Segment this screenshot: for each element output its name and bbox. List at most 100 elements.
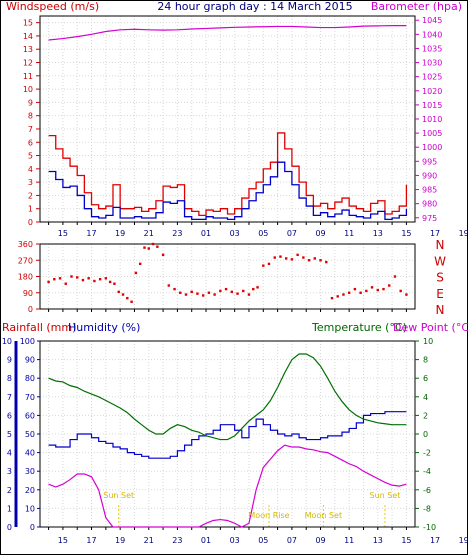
temperature-tick-label: 10	[423, 337, 433, 346]
humidity-tick-label: 90	[25, 356, 35, 365]
humidity-tick-label: 0	[30, 523, 35, 532]
time-tick-label: 05	[258, 536, 268, 545]
direction-point	[76, 276, 79, 279]
direction-point	[167, 284, 171, 287]
humidity-tick-label: 80	[25, 374, 35, 383]
direction-point	[219, 289, 222, 293]
direction-point	[98, 278, 102, 281]
direction-point	[307, 259, 311, 262]
temperature-tick-label: -6	[423, 486, 431, 495]
temperature-tick-label: 8	[423, 356, 428, 365]
compass-label: S	[436, 271, 444, 285]
direction-point	[252, 287, 255, 291]
series-line-humidity	[48, 411, 407, 459]
barometer-tick-label: 990	[422, 171, 437, 180]
time-tick-label: 03	[230, 229, 240, 238]
wind-tick-label: 6	[28, 138, 33, 147]
series-line-wind-speed	[48, 161, 408, 220]
rainfall-tick-label: 1	[7, 504, 12, 513]
direction-point	[256, 286, 259, 289]
direction-point	[156, 245, 159, 248]
event-label: Moon Rise	[248, 511, 289, 520]
humidity-tick-label: 60	[25, 411, 35, 420]
direction-point	[201, 294, 205, 297]
direction-point	[279, 255, 282, 258]
event-label: Moon Set	[305, 511, 342, 520]
time-tick-label: 13	[373, 229, 383, 238]
wind-tick-label: 13	[23, 45, 33, 54]
direction-point	[370, 286, 374, 289]
barometer-tick-label: 1030	[422, 59, 442, 68]
time-tick-label: 07	[287, 229, 297, 238]
direction-point	[196, 292, 199, 295]
direction-point	[108, 280, 112, 284]
wind-tick-label: 4	[28, 165, 33, 174]
direction-point	[117, 290, 120, 294]
temperature-tick-label: -2	[423, 449, 431, 458]
direction-point	[64, 282, 67, 285]
wind-tick-label: 9	[28, 98, 33, 107]
wind-tick-label: 7	[28, 125, 33, 134]
direction-point	[161, 253, 165, 257]
barometer-tick-label: 1020	[422, 87, 442, 96]
time-tick-label: 15	[401, 229, 411, 238]
barometer-tick-label: 1000	[422, 143, 442, 152]
barometer-tick-label: 1045	[422, 16, 442, 25]
wind-tick-label: 5	[28, 152, 33, 161]
time-tick-label: 01	[201, 536, 211, 545]
direction-point	[138, 262, 142, 266]
time-tick-label: 07	[287, 536, 297, 545]
direction-point	[213, 293, 216, 296]
direction-tick-label: 90	[23, 289, 33, 298]
direction-point	[399, 289, 402, 293]
direction-point	[376, 288, 379, 292]
time-tick-label: 11	[344, 229, 354, 238]
barometer-tick-label: 975	[422, 214, 437, 223]
direction-point	[388, 284, 391, 287]
event-label: Sun Set	[103, 491, 134, 500]
direction-tick-label: 180	[18, 273, 33, 282]
wind-tick-label: 0	[28, 218, 33, 227]
direction-point	[342, 293, 345, 296]
time-tick-label: 09	[315, 536, 325, 545]
humidity-label: Humidity (%)	[68, 321, 140, 334]
direction-point	[319, 259, 322, 262]
direction-point	[58, 277, 62, 280]
temperature-tick-label: -4	[423, 467, 431, 476]
humidity-tick-label: 40	[25, 449, 35, 458]
time-tick-label: 17	[430, 229, 440, 238]
rainfall-tick-label: 7	[7, 393, 12, 402]
direction-point	[70, 275, 73, 278]
time-tick-label: 15	[58, 229, 68, 238]
compass-label: N	[436, 303, 445, 317]
direction-point	[113, 282, 116, 285]
humidity-tick-label: 30	[25, 467, 35, 476]
direction-tick-label: 0	[28, 305, 33, 314]
time-tick-label: 11	[344, 536, 354, 545]
direction-point	[336, 295, 339, 298]
compass-label: N	[436, 238, 445, 252]
rainfall-tick-label: 2	[7, 486, 12, 495]
barometer-tick-label: 985	[422, 186, 437, 195]
temperature-tick-label: 6	[423, 374, 428, 383]
barometer-tick-label: 1035	[422, 44, 442, 53]
direction-point	[104, 277, 108, 280]
direction-point	[130, 300, 133, 303]
temperature-label: Temperature (°C)	[311, 321, 407, 334]
series-line-barometer	[48, 24, 407, 41]
time-tick-label: 21	[144, 229, 154, 238]
time-tick-label: 01	[201, 229, 211, 238]
direction-point	[330, 296, 334, 300]
direction-tick-label: 270	[18, 256, 33, 265]
temperature-tick-label: -10	[423, 523, 436, 532]
time-tick-label: 19	[115, 229, 125, 238]
wind-tick-label: 3	[28, 178, 33, 187]
direction-point	[247, 293, 251, 296]
direction-point	[302, 256, 305, 259]
direction-point	[190, 290, 193, 294]
direction-point	[134, 271, 138, 275]
direction-point	[313, 257, 317, 260]
right-axis-title: Barometer (hpa)	[371, 0, 462, 13]
humidity-tick-label: 70	[25, 393, 35, 402]
